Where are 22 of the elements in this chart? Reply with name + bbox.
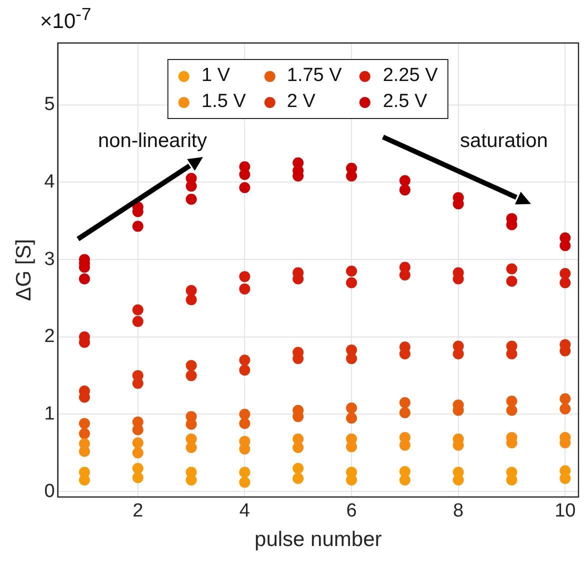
legend-label: 2.25 V [382, 65, 438, 87]
x-tick-label: 6 [346, 500, 357, 522]
y-tick-label: 3 [44, 248, 55, 270]
y-tick-label: 2 [44, 326, 55, 348]
annotation: non-linearity [98, 130, 207, 153]
x-tick-label: 4 [239, 500, 250, 522]
x-tick-label: 10 [554, 500, 576, 522]
legend-label: 2.5 V [382, 91, 428, 113]
y-tick-label: 5 [44, 94, 55, 116]
x-tick-label: 8 [453, 500, 464, 522]
x-axis-title: pulse number [254, 528, 382, 552]
legend-label: 1.75 V [286, 65, 342, 87]
y-tick-label: 0 [44, 480, 55, 502]
legend-label: 1 V [202, 65, 230, 87]
text: ×10$^{-7}$ [40, 4, 92, 34]
y-tick-label: 4 [44, 171, 56, 192]
y-axis-title: ΔG [S] [12, 239, 36, 301]
legend-label: 2 V [286, 91, 316, 113]
x-tick-label: 2 [132, 500, 144, 522]
annotation: saturation [460, 130, 548, 153]
legend-label: 1.5 V [202, 91, 246, 113]
y-tick-label: 1 [44, 403, 55, 424]
